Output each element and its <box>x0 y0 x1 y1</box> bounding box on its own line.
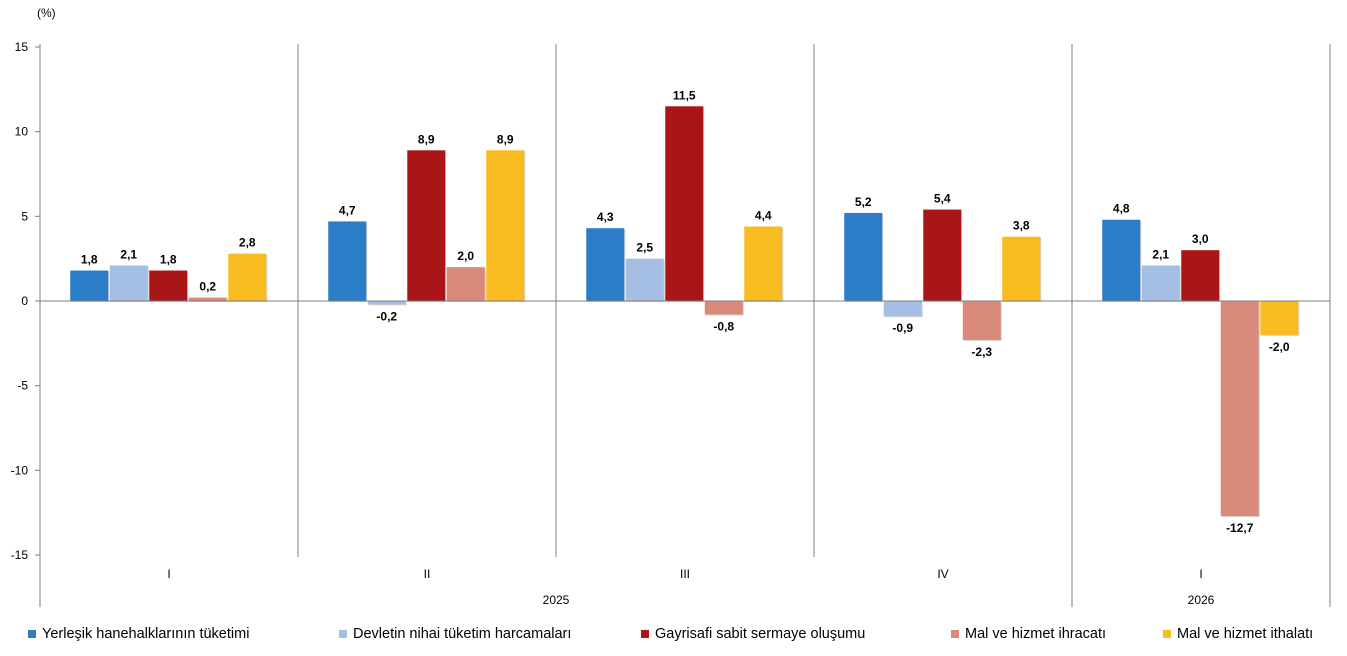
data-label: 2,1 <box>1152 247 1169 261</box>
bar <box>149 270 188 301</box>
y-tick-label: 10 <box>15 125 29 139</box>
bar <box>883 301 922 317</box>
bar <box>704 301 743 315</box>
x-tick-label: IV <box>937 567 948 581</box>
bar <box>486 150 525 301</box>
bar <box>1002 236 1041 301</box>
x-tick-label: II <box>424 567 431 581</box>
y-axis-unit-label: (%) <box>37 6 56 20</box>
bar <box>665 106 704 302</box>
bar <box>446 267 485 301</box>
legend-item: Yerleşik hanehalklarının tüketimi <box>28 626 249 642</box>
bar <box>228 253 267 301</box>
x-tick-label: III <box>680 567 690 581</box>
bar <box>407 150 446 301</box>
chart-legend: Yerleşik hanehalklarının tüketimi Devleti… <box>0 626 1347 650</box>
bar <box>1181 250 1220 301</box>
data-label: -2,0 <box>1269 340 1290 354</box>
data-label: 3,0 <box>1192 232 1209 246</box>
legend-label: Yerleşik hanehalklarının tüketimi <box>42 626 250 642</box>
bar <box>328 221 367 301</box>
legend-item: Gayrisafi sabit sermaye oluşumu <box>641 626 865 642</box>
year-label: 2025 <box>543 593 570 607</box>
data-label: 5,4 <box>934 192 951 206</box>
data-label: 8,9 <box>418 132 435 146</box>
data-label: -0,9 <box>892 321 913 335</box>
legend-item: Mal ve hizmet ithalatı <box>1163 626 1313 642</box>
bar <box>1102 219 1141 301</box>
bar <box>188 297 227 301</box>
data-label: -0,8 <box>713 320 734 334</box>
data-label: 0,2 <box>199 280 216 294</box>
legend-swatch <box>951 630 959 638</box>
y-tick-label: -10 <box>11 463 29 477</box>
bar <box>1220 301 1259 517</box>
y-tick-label: -15 <box>11 548 29 562</box>
data-label: 4,3 <box>597 210 614 224</box>
year-label: 2026 <box>1188 593 1215 607</box>
data-label: 1,8 <box>160 253 177 267</box>
bar <box>962 301 1001 340</box>
bar <box>1141 265 1180 301</box>
data-label: 2,5 <box>636 241 653 255</box>
data-label: 8,9 <box>497 132 514 146</box>
bar <box>367 301 406 305</box>
legend-item: Devletin nihai tüketim harcamaları <box>339 626 571 642</box>
bar <box>109 265 148 301</box>
data-label: 4,8 <box>1113 202 1130 216</box>
bar-chart: (%) 15 10 5 0 -5 -10 -15 2025 2026 1,8 4,7 4,3 5,2 4,8… <box>11 6 1331 607</box>
legend-swatch <box>1163 630 1171 638</box>
data-label: -2,3 <box>971 345 992 359</box>
legend-label: Devletin nihai tüketim harcamaları <box>353 626 572 642</box>
legend-label: Mal ve hizmet ithalatı <box>1177 626 1314 642</box>
data-label: 2,8 <box>239 236 256 250</box>
bar <box>1260 301 1299 335</box>
data-label: 3,8 <box>1013 219 1030 233</box>
data-label: -0,2 <box>376 309 397 323</box>
x-tick-label: I <box>1199 567 1202 581</box>
bar <box>70 270 109 301</box>
legend-item: Mal ve hizmet ihracatı <box>951 626 1106 642</box>
x-tick-label: I <box>167 567 170 581</box>
data-label: -12,7 <box>1226 521 1254 535</box>
bar <box>586 228 625 301</box>
bar <box>625 258 664 301</box>
bar <box>744 226 783 301</box>
data-label: 2,1 <box>120 247 137 261</box>
y-tick-label: -5 <box>17 379 28 393</box>
data-label: 1,8 <box>81 253 98 267</box>
data-label: 5,2 <box>855 195 872 209</box>
y-tick-label: 15 <box>15 40 29 54</box>
legend-swatch <box>641 630 649 638</box>
data-label: 11,5 <box>673 88 696 102</box>
data-label: 4,4 <box>755 208 772 222</box>
y-tick-label: 0 <box>21 294 28 308</box>
bar <box>844 212 883 301</box>
y-tick-label: 5 <box>21 209 28 223</box>
legend-swatch <box>28 630 36 638</box>
data-label: 4,7 <box>339 203 356 217</box>
legend-swatch <box>339 630 347 638</box>
data-label: 2,0 <box>457 249 474 263</box>
legend-label: Gayrisafi sabit sermaye oluşumu <box>655 626 866 642</box>
bar <box>923 209 962 301</box>
legend-label: Mal ve hizmet ihracatı <box>965 626 1107 642</box>
